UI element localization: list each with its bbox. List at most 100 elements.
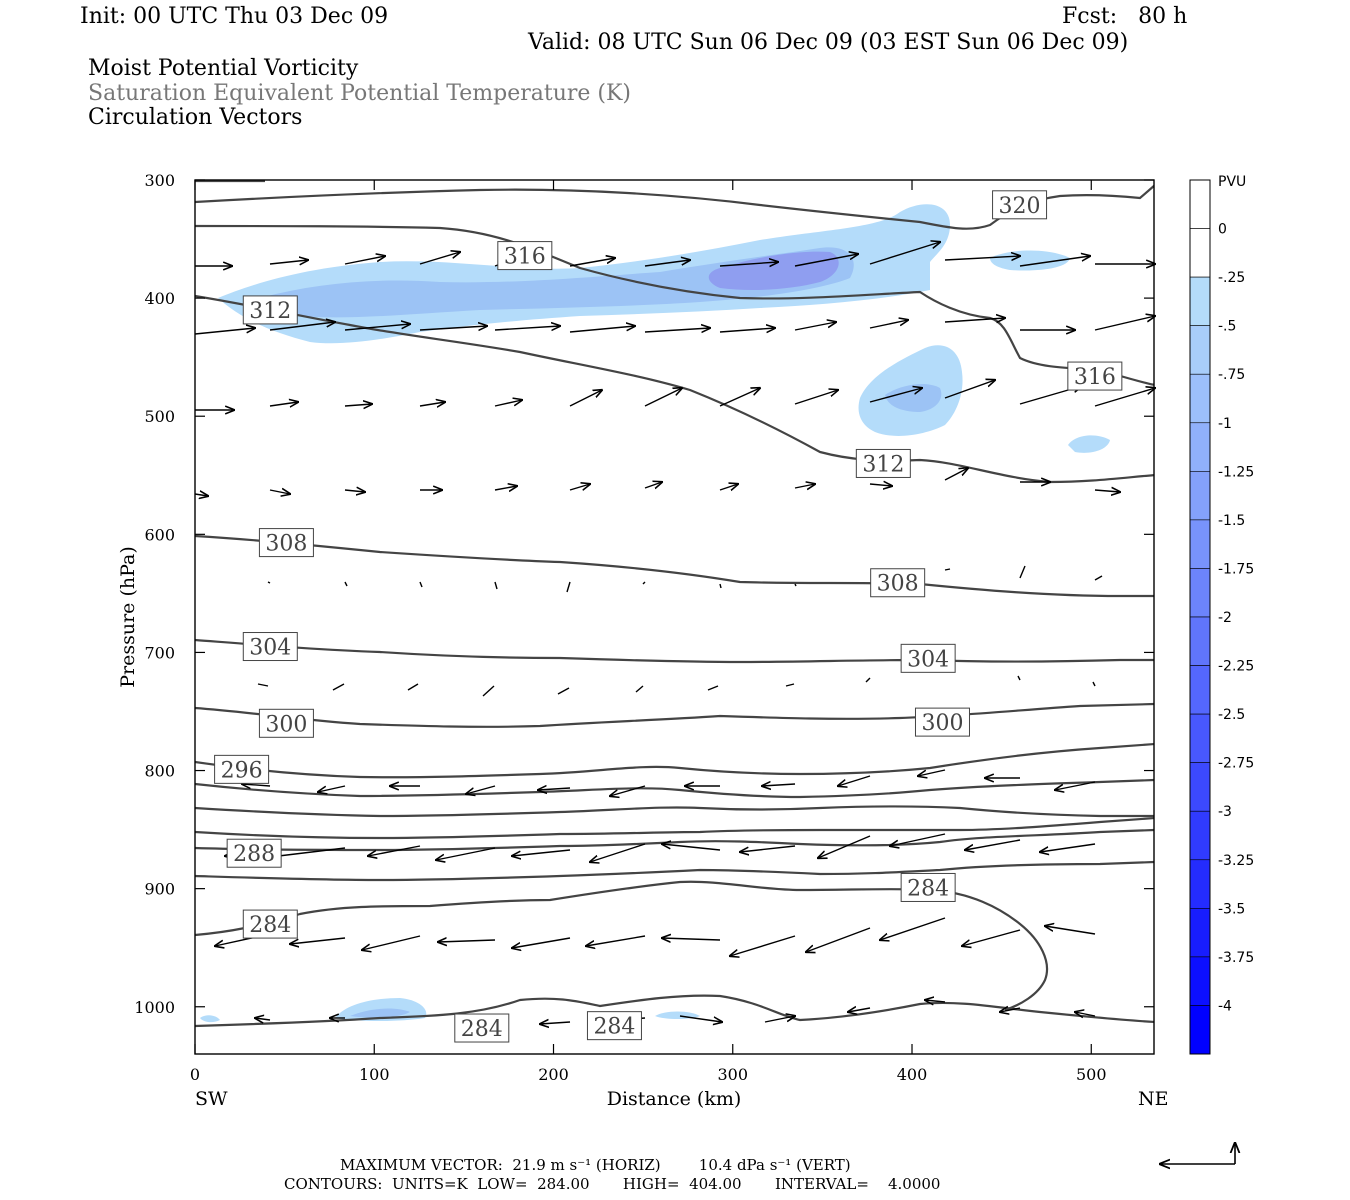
colorbar-segment (1189, 713, 1211, 763)
vector-arrow (1000, 1008, 1021, 1012)
pv-region-sfc-core (350, 1008, 410, 1018)
contour-label-box (226, 838, 282, 868)
vector-arrow (1019, 565, 1026, 579)
colorbar-label: -2.25 (1218, 659, 1254, 675)
vector-arrow (785, 683, 795, 687)
vector-arrow (344, 404, 372, 406)
vector-arrow (965, 839, 1021, 850)
vector-arrow (719, 484, 738, 490)
vector-arrow (794, 254, 858, 267)
vector-arrow (344, 256, 385, 265)
colorbar-label: -4 (1218, 998, 1232, 1014)
vector-arrow (1092, 681, 1096, 687)
colorbar-segment (1189, 373, 1211, 424)
y-axis-title: Pressure (hPa) (117, 546, 139, 688)
contour-line (195, 816, 1154, 840)
vector-arrow (679, 1015, 722, 1022)
vector-arrow (644, 260, 690, 267)
x-axis-title: Distance (km) (607, 1088, 742, 1110)
vector-arrow (438, 940, 496, 942)
vector-arrow (269, 490, 290, 494)
vector-arrow (419, 402, 445, 406)
pv-shading (200, 204, 1110, 1023)
contour-line (195, 880, 1049, 1012)
pv-region-mid-core (885, 384, 942, 412)
contour-line (195, 534, 1154, 598)
vector-arrow (662, 938, 721, 940)
vector-arrow (1055, 781, 1096, 790)
colorbar-label: -3.75 (1218, 950, 1254, 966)
colorbar-label: -1.75 (1218, 561, 1254, 577)
contour-label-box (586, 1011, 642, 1041)
contour-label: 284 (249, 913, 291, 938)
contour-label-box (242, 295, 298, 325)
vector-arrow (368, 845, 421, 856)
contour-label: 296 (221, 758, 263, 783)
vector-arrow (880, 917, 946, 940)
vector-arrow (1045, 926, 1096, 935)
contour-line (195, 702, 1154, 728)
y-tick-label: 500 (144, 407, 175, 426)
contour-label-box (454, 1013, 510, 1043)
vector-arrow (512, 849, 571, 856)
vector-arrow (794, 583, 797, 587)
vector-arrow (865, 677, 871, 683)
contour-label: 312 (862, 452, 904, 477)
contour-label-box (992, 190, 1048, 220)
x-tick-label: 500 (1076, 1065, 1107, 1084)
vector-arrow (494, 326, 560, 330)
colorbar-segment (1189, 471, 1211, 521)
colorbar-segment (1189, 519, 1211, 569)
contour-line (195, 994, 1154, 1028)
contour-label: 284 (461, 1017, 503, 1042)
pv-region-upper-core (708, 251, 839, 290)
vector-arrow (730, 935, 796, 956)
colorbar-segment (1189, 665, 1211, 715)
colorbar-segment (1189, 568, 1211, 618)
x-end-label-ne: NE (1138, 1088, 1169, 1110)
y-tick-label: 700 (144, 643, 175, 662)
vector-arrow (944, 380, 995, 399)
vector-arrow (762, 784, 796, 786)
colorbar-label: -2.75 (1218, 756, 1254, 772)
vector-arrow (538, 788, 571, 790)
y-tick-label: 900 (144, 880, 175, 899)
field-title-vectors: Circulation Vectors (88, 105, 303, 130)
contour-label-box (242, 909, 298, 939)
contour-line (195, 860, 1154, 882)
vector-arrow (662, 844, 721, 851)
pv-colorbar: PVU 0 -.25 -.5 -.75 -1 -1.25 -1.5 -1.75 -2 -2.25 -2… (1189, 174, 1254, 1055)
vector-arrow (1017, 675, 1021, 681)
vector-arrow (494, 581, 498, 590)
colorbar-segment (1189, 228, 1211, 278)
colorbar-label: -1.25 (1218, 464, 1254, 480)
valid-time: Valid: 08 UTC Sun 06 Dec 09 (03 EST Sun … (528, 30, 1129, 55)
contour-line (195, 224, 1154, 386)
x-tick-label: 300 (717, 1065, 748, 1084)
contour-line (195, 805, 1154, 818)
vector-arrow (944, 568, 951, 571)
contour-label: 308 (877, 572, 919, 597)
colorbar-segment (1189, 762, 1211, 812)
colorbar-label: -2.5 (1218, 707, 1245, 723)
vector-arrow (569, 326, 635, 333)
contour-label: 284 (593, 1015, 635, 1040)
colorbar-segment (1189, 325, 1211, 375)
contour-label: 316 (1074, 365, 1116, 390)
vector-arrow (332, 683, 345, 691)
contour-label-box (1067, 361, 1123, 391)
contour-label: 284 (907, 876, 949, 901)
colorbar-frame (1189, 179, 1211, 1055)
colorbar-label: -1 (1218, 416, 1232, 432)
axes: 0 100 200 300 400 500 300 400 500 600 700 800 900 100… (134, 171, 1154, 1084)
vector-arrow (1019, 256, 1090, 267)
vector-arrow (890, 833, 946, 846)
field-title-theta: Saturation Equivalent Potential Temperat… (88, 81, 631, 106)
vector-arrow (269, 402, 298, 406)
contour-label: 304 (907, 647, 949, 672)
colorbar-label: -1.5 (1218, 513, 1245, 529)
colorbar-segment (1189, 810, 1211, 861)
contour-line (195, 638, 1154, 664)
colorbar-segment (1189, 956, 1211, 1006)
